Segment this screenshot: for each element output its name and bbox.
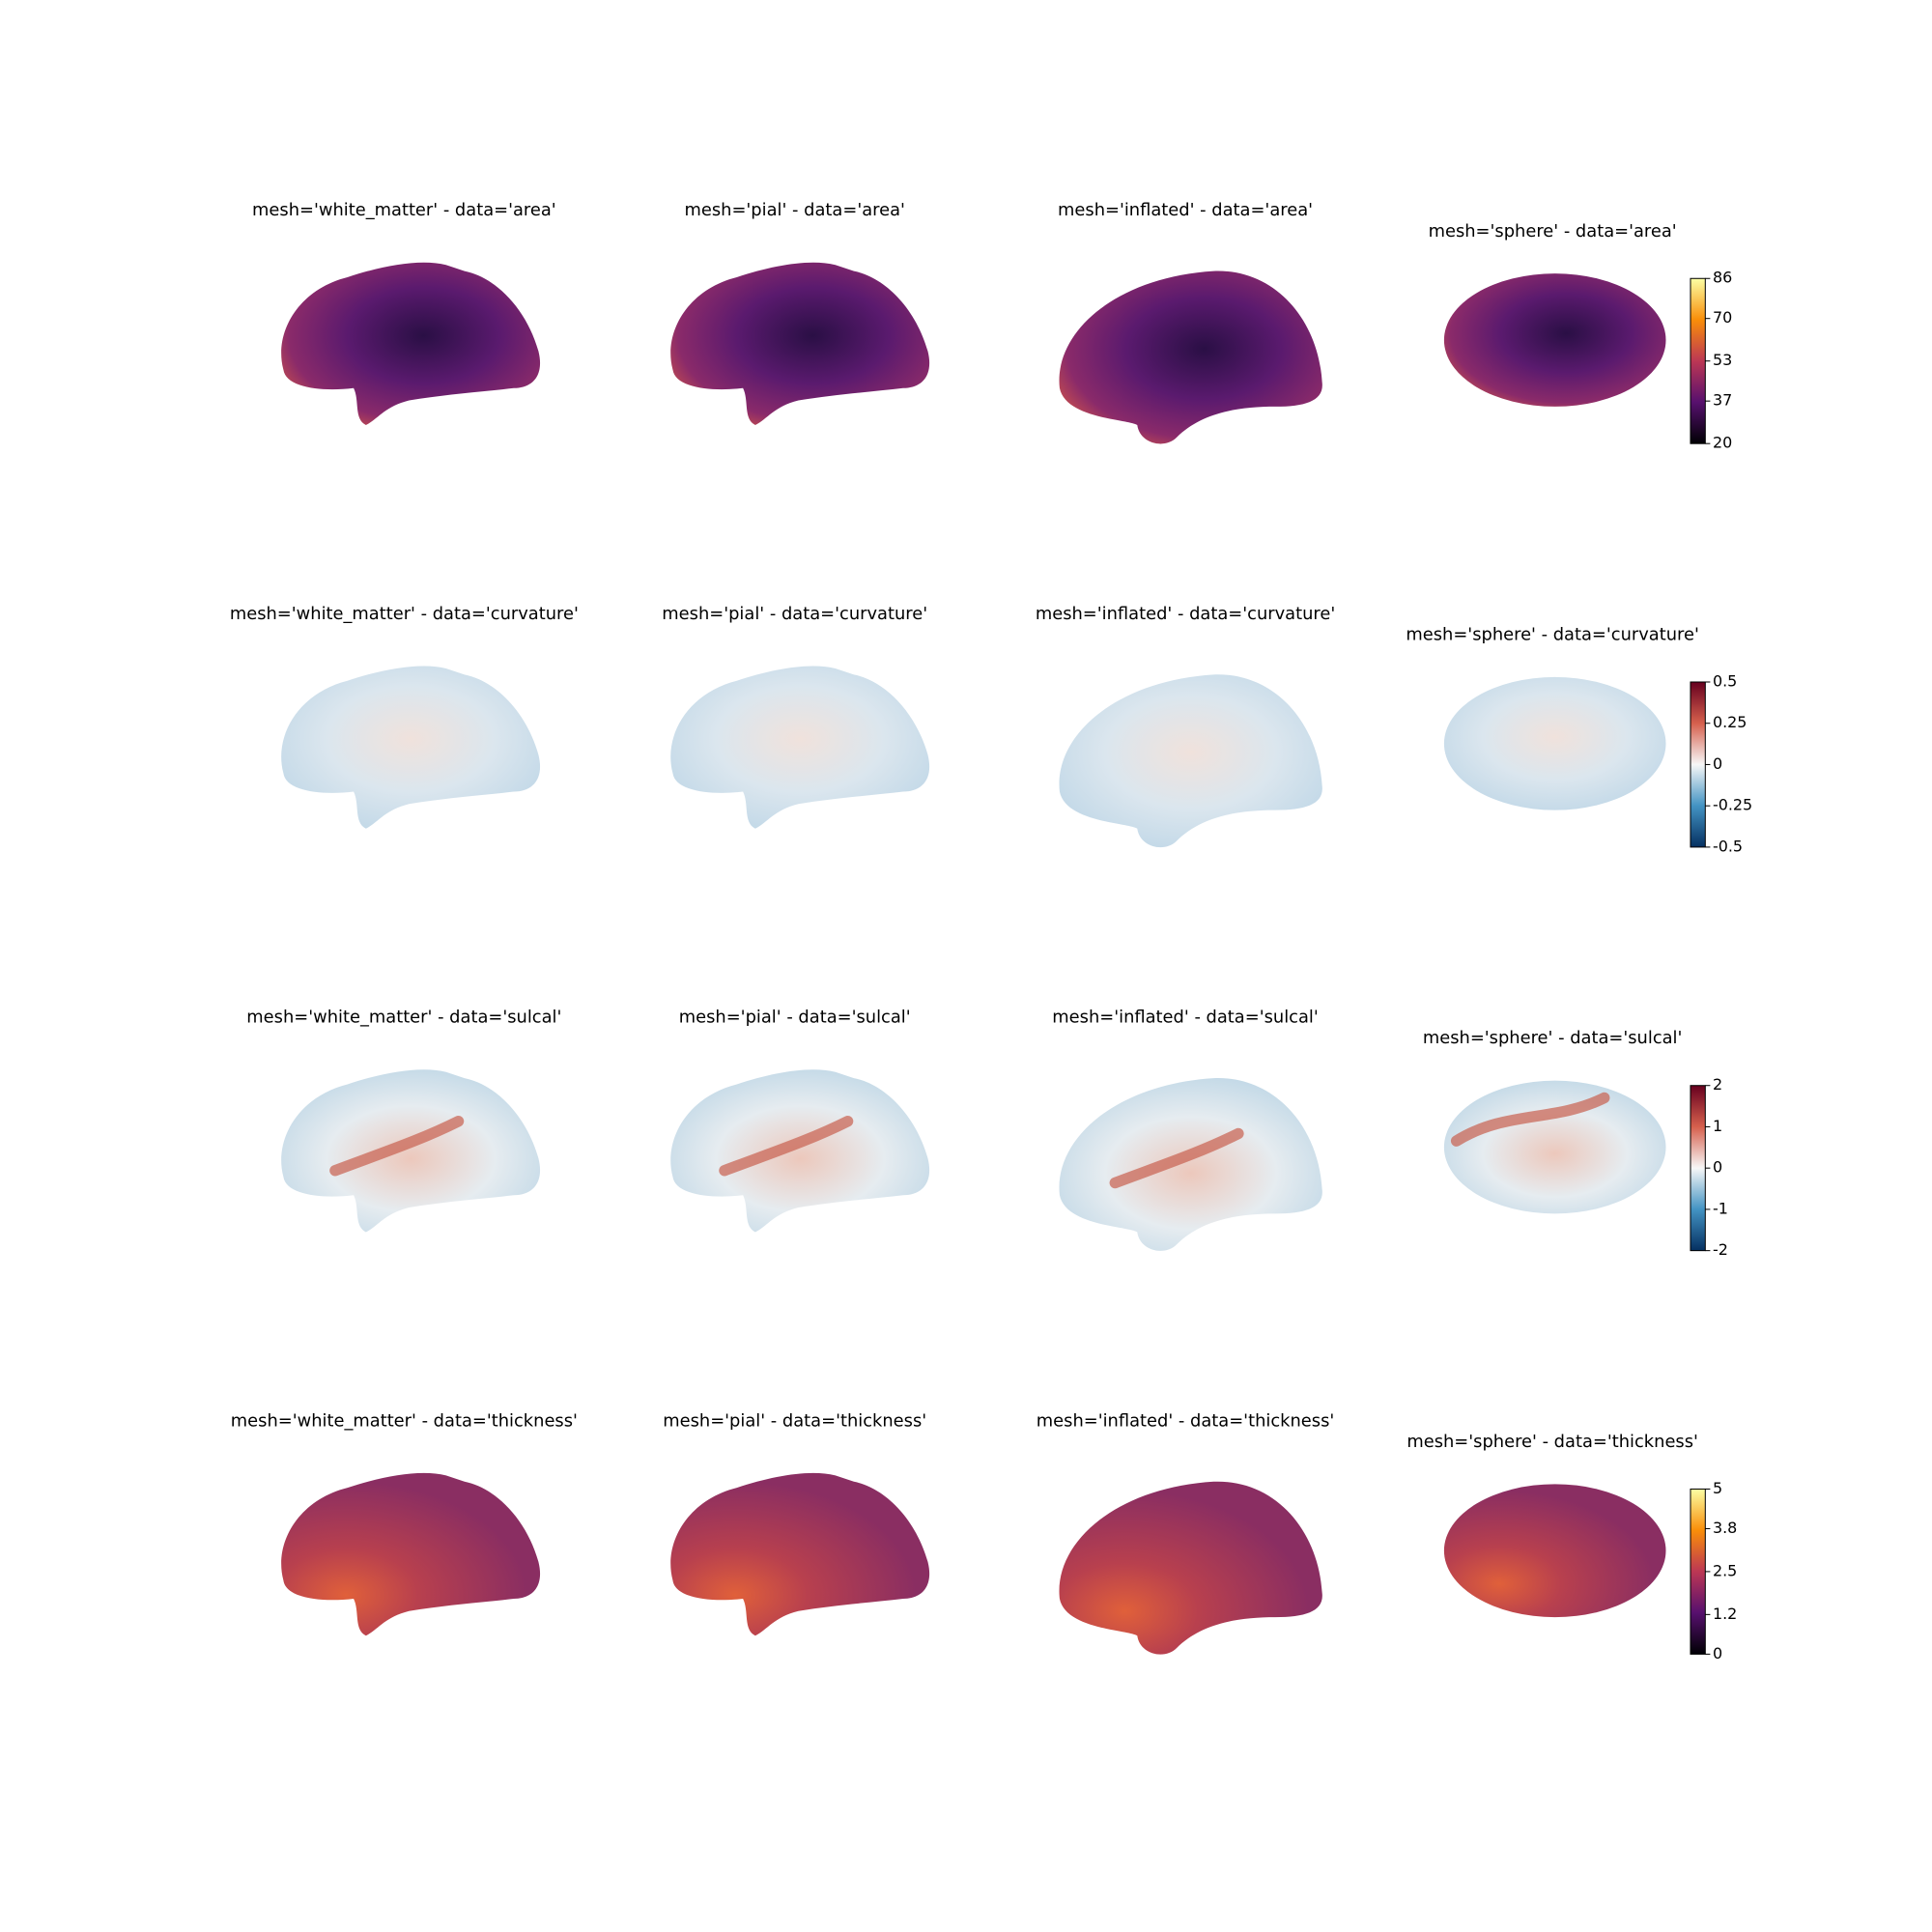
panel-title: mesh='pial' - data='curvature' [662, 604, 927, 624]
panel-title: mesh='white_matter' - data='sulcal' [246, 1008, 561, 1028]
colorbar [1690, 681, 1706, 848]
panel-title: mesh='white_matter' - data='area' [252, 200, 556, 220]
colorbar-tick-label: -0.25 [1713, 796, 1752, 814]
surface [281, 1472, 541, 1636]
colorbar-tick-label: 1.2 [1713, 1605, 1737, 1623]
sulcus [1109, 1127, 1244, 1189]
colorbar-tick-label: 1 [1713, 1117, 1722, 1135]
brain-mesh [670, 666, 930, 829]
panel-title: mesh='sphere' - data='curvature' [1406, 625, 1698, 645]
sphere-mesh [1443, 1484, 1666, 1618]
colorbar [1690, 1085, 1706, 1252]
surface [281, 1069, 541, 1233]
sulcus [1450, 1092, 1610, 1147]
panel-title: mesh='sphere' - data='sulcal' [1423, 1028, 1683, 1048]
panel-title: mesh='white_matter' - data='thickness' [231, 1410, 578, 1431]
surface [1443, 273, 1666, 407]
panel-title: mesh='inflated' - data='curvature' [1036, 604, 1335, 624]
colorbar-tick-label: 86 [1713, 269, 1732, 287]
colorbar-tick-label: -2 [1713, 1240, 1728, 1259]
brain-mesh [281, 1472, 541, 1636]
colorbar-tick-label: 0 [1713, 1644, 1722, 1662]
surface [1059, 674, 1322, 848]
panel-title: mesh='inflated' - data='sulcal' [1052, 1008, 1318, 1028]
panel-title: mesh='sphere' - data='thickness' [1406, 1432, 1698, 1452]
colorbar-tick-label: -0.5 [1713, 837, 1743, 855]
sphere-mesh [1443, 676, 1666, 810]
colorbar-tick-label: 2.5 [1713, 1561, 1737, 1579]
brain-mesh [281, 262, 541, 426]
surface [1059, 270, 1322, 444]
colorbar-tick-label: 0.25 [1713, 713, 1747, 731]
panel-title: mesh='sphere' - data='area' [1429, 221, 1677, 242]
brain-mesh [670, 262, 930, 426]
panel-title: mesh='inflated' - data='thickness' [1037, 1410, 1334, 1431]
colorbar-tick-label: 0.5 [1713, 671, 1737, 690]
colorbar-tick-label: 37 [1713, 391, 1732, 410]
surface [1443, 1484, 1666, 1618]
surface [1443, 676, 1666, 810]
brain-mesh [670, 1069, 930, 1233]
brain-mesh [1059, 674, 1322, 848]
surface [1059, 1481, 1322, 1655]
colorbar-tick-label: 20 [1713, 434, 1732, 452]
sulcus [329, 1115, 465, 1177]
sphere-mesh [1443, 1080, 1666, 1214]
colorbar-tick-label: 0 [1713, 1158, 1722, 1177]
brain-mesh [670, 1472, 930, 1636]
panel-title: mesh='pial' - data='sulcal' [679, 1008, 911, 1028]
panel-title: mesh='pial' - data='area' [684, 200, 904, 220]
colorbar-tick-label: 2 [1713, 1075, 1722, 1094]
brain-mesh [1059, 1481, 1322, 1655]
surface [1443, 1080, 1666, 1214]
surface [281, 262, 541, 426]
colorbar-tick-label: 5 [1713, 1479, 1722, 1497]
sphere-mesh [1443, 273, 1666, 407]
surface [1059, 1077, 1322, 1251]
colorbar-tick-label: 3.8 [1713, 1519, 1737, 1537]
surface [670, 1069, 930, 1233]
brain-mesh [281, 1069, 541, 1233]
surface [281, 666, 541, 829]
colorbar [1690, 277, 1706, 444]
colorbar [1690, 1488, 1706, 1655]
colorbar-tick-label: -1 [1713, 1199, 1728, 1217]
sulcus [719, 1115, 854, 1177]
colorbar-tick-label: 53 [1713, 351, 1732, 369]
brain-mesh [1059, 270, 1322, 444]
surface [670, 262, 930, 426]
brain-mesh [1059, 1077, 1322, 1251]
surface [670, 1472, 930, 1636]
panel-title: mesh='inflated' - data='area' [1058, 200, 1313, 220]
panel-title: mesh='pial' - data='thickness' [663, 1410, 926, 1431]
colorbar-tick-label: 0 [1713, 754, 1722, 773]
panel-title: mesh='white_matter' - data='curvature' [230, 604, 579, 624]
brain-mesh [281, 666, 541, 829]
surface [670, 666, 930, 829]
colorbar-tick-label: 70 [1713, 308, 1732, 327]
